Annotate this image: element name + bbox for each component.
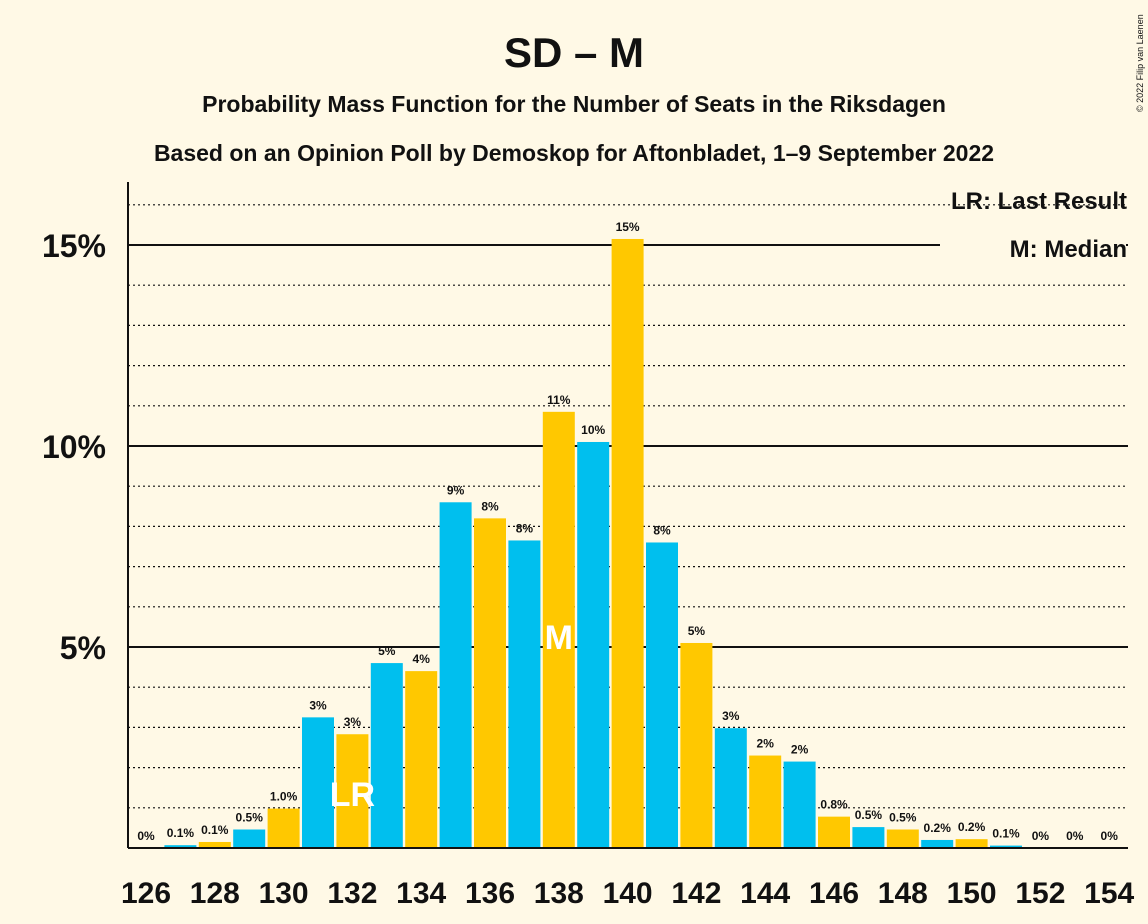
bar-seat-151: [990, 845, 1022, 848]
x-tick-label: 150: [947, 877, 997, 910]
bar-seat-137: [508, 540, 541, 848]
data-label-seat-129: 0.5%: [236, 811, 264, 825]
data-label-seat-136: 8%: [481, 499, 499, 513]
axes: [127, 182, 1128, 849]
x-tick-labels: 126 128 130 132 134 136 138 140 142 144 146 148 150 1…: [121, 877, 1135, 910]
data-label-seat-137: 8%: [516, 521, 534, 535]
bar-seat-140: [611, 238, 644, 849]
data-label-seat-128: 0.1%: [201, 823, 229, 837]
bar-seat-139: [577, 441, 610, 848]
chart-subtitle-1: Probability Mass Function for the Number…: [202, 91, 946, 117]
data-label-seat-133: 5%: [378, 644, 396, 658]
data-label-seat-151: 0.1%: [992, 827, 1020, 841]
data-label-seat-141: 8%: [653, 523, 671, 537]
x-tick-label: 140: [603, 877, 653, 910]
bar-seat-142: [680, 642, 713, 848]
data-label-seat-148: 0.5%: [889, 811, 917, 825]
data-label-seat-132: 3%: [344, 715, 362, 729]
bar-seat-146: [818, 816, 850, 848]
bar-seat-136: [474, 518, 506, 848]
legend-background: [940, 230, 1126, 262]
bar-seat-150: [955, 839, 988, 848]
data-label-seat-138: 11%: [547, 393, 571, 407]
data-label-seat-130: 1.0%: [270, 790, 298, 804]
x-tick-label: 138: [534, 877, 584, 910]
data-label-seat-153: 0%: [1066, 829, 1084, 843]
bar-seat-131: [302, 717, 334, 848]
data-label-seat-147: 0.5%: [855, 808, 883, 822]
bars: [164, 238, 1022, 849]
data-label-seat-131: 3%: [309, 698, 327, 712]
x-tick-label: 144: [740, 877, 790, 910]
x-tick-label: 128: [190, 877, 240, 910]
bar-seat-128: [198, 841, 231, 848]
bar-seat-138: [542, 411, 575, 848]
data-label-seat-145: 2%: [791, 743, 809, 757]
bar-seat-129: [233, 829, 266, 848]
x-tick-label: 146: [809, 877, 859, 910]
bar-markers: LR M: [330, 619, 573, 814]
bar-seat-130: [267, 808, 300, 848]
x-tick-label: 152: [1015, 877, 1065, 910]
x-tick-label: 142: [671, 877, 721, 910]
data-label-seat-150: 0.2%: [958, 820, 986, 834]
bar-seat-127: [164, 845, 197, 848]
bar-seat-148: [886, 829, 919, 848]
bar-seat-134: [405, 671, 438, 848]
data-label-seat-142: 5%: [688, 624, 706, 638]
data-label-seat-146: 0.8%: [820, 798, 848, 812]
bar-seat-145: [783, 761, 816, 848]
legend-median: M: Median: [1010, 236, 1127, 263]
bar-seat-147: [852, 827, 885, 848]
bar-seat-135: [439, 502, 472, 848]
bar-seat-132: [336, 734, 369, 848]
data-label-seat-152: 0%: [1032, 829, 1050, 843]
chart-title: SD – M: [504, 29, 644, 76]
data-label-seat-140: 15%: [616, 220, 640, 234]
y-tick-labels: 5% 10% 15%: [42, 228, 106, 666]
legend-last-result: LR: Last Result: [951, 188, 1127, 215]
x-tick-label: 134: [396, 877, 446, 910]
data-label-seat-149: 0.2%: [924, 821, 952, 835]
x-tick-label: 148: [878, 877, 928, 910]
y-tick-label: 15%: [42, 228, 106, 264]
x-tick-label: 136: [465, 877, 515, 910]
bar-seat-133: [370, 663, 403, 848]
bar-seat-141: [646, 542, 678, 848]
data-labels: 0% 0.1% 0.1% 0.5% 1.0% 3% 3% 5% 4% 9% 8% 8% 11% 10% 15…: [137, 220, 1118, 843]
data-label-seat-139: 10%: [581, 423, 605, 437]
x-tick-label: 130: [259, 877, 309, 910]
data-label-seat-126: 0%: [137, 829, 155, 843]
bar-seat-144: [749, 755, 782, 848]
data-label-seat-127: 0.1%: [167, 826, 195, 840]
copyright-notice: © 2022 Filip van Laenen: [1135, 14, 1145, 112]
bar-seat-143: [714, 728, 747, 848]
y-tick-label: 10%: [42, 429, 106, 465]
y-tick-label: 5%: [60, 630, 106, 666]
chart-subtitle-2: Based on an Opinion Poll by Demoskop for…: [154, 140, 994, 166]
x-tick-label: 154: [1084, 877, 1134, 910]
x-tick-label: 132: [327, 877, 377, 910]
last-result-marker: LR: [330, 776, 375, 814]
bar-seat-149: [921, 839, 954, 848]
data-label-seat-154: 0%: [1101, 829, 1119, 843]
x-tick-label: 126: [121, 877, 171, 910]
data-label-seat-144: 2%: [757, 737, 775, 751]
data-label-seat-135: 9%: [447, 483, 465, 497]
median-marker: M: [545, 619, 573, 657]
data-label-seat-143: 3%: [722, 709, 740, 723]
data-label-seat-134: 4%: [413, 652, 431, 666]
